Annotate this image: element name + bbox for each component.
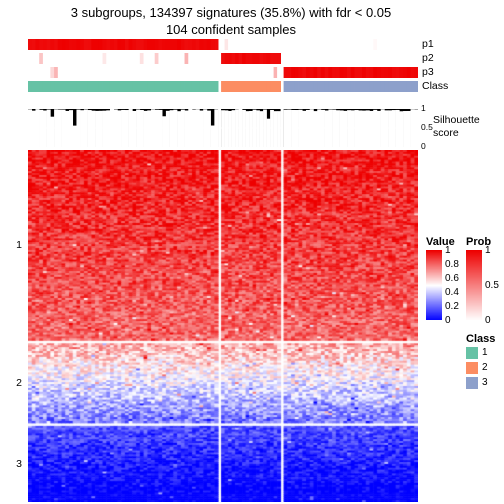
annotation-label-Class: Class (422, 80, 448, 92)
silhouette-plot (28, 109, 418, 147)
legend-class-title: Class (466, 333, 495, 345)
legend-prob-tick: 0 (485, 315, 491, 326)
legend-class-label: 3 (482, 377, 488, 388)
row-block-label: 3 (16, 458, 22, 470)
legend-class-swatch (466, 347, 478, 359)
silhouette-label-bottom: score (433, 127, 459, 139)
legend-prob-tick: 0.5 (485, 280, 499, 291)
legend-value-tick: 1 (445, 245, 451, 256)
plot-title: 3 subgroups, 134397 signatures (35.8%) w… (28, 5, 434, 20)
heatmap (28, 150, 418, 502)
silhouette-tick: 0 (421, 141, 426, 151)
legend-value-tick: 0.4 (445, 287, 459, 298)
legend-prob-bar (466, 250, 482, 320)
row-block-label: 2 (16, 377, 22, 389)
legend-value-bar (426, 250, 442, 320)
silhouette-tick: 0.5 (421, 122, 433, 132)
legend-class-label: 1 (482, 347, 488, 358)
annotation-label-p1: p1 (422, 38, 434, 50)
legend-class-label: 2 (482, 362, 488, 373)
legend-value-tick: 0.8 (445, 259, 459, 270)
plot-subtitle: 104 confident samples (28, 22, 434, 37)
silhouette-label-top: Silhouette (433, 114, 480, 126)
legend-class-swatch (466, 362, 478, 374)
annotation-label-p2: p2 (422, 52, 434, 64)
legend-value-tick: 0 (445, 315, 451, 326)
legend-class-swatch (466, 377, 478, 389)
legend-value-tick: 0.2 (445, 301, 459, 312)
silhouette-tick: 1 (421, 103, 426, 113)
legend-prob-tick: 1 (485, 245, 491, 256)
row-block-label: 1 (16, 239, 22, 251)
annotation-tracks (28, 39, 418, 92)
annotation-label-p3: p3 (422, 66, 434, 78)
legend-value-tick: 0.6 (445, 273, 459, 284)
